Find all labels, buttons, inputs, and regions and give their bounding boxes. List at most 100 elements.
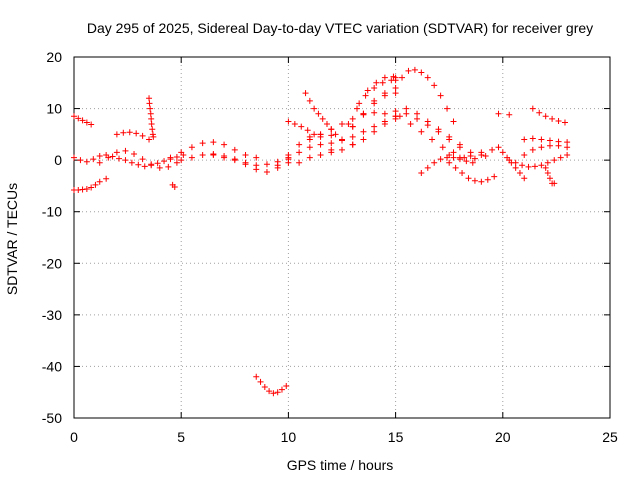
data-point <box>349 141 356 148</box>
data-point <box>88 184 95 191</box>
data-point <box>122 157 129 164</box>
data-point <box>317 141 324 148</box>
series-arc-28 <box>446 144 502 161</box>
series-arc-19 <box>345 77 399 128</box>
data-point <box>478 178 485 185</box>
data-point <box>96 159 103 166</box>
data-point <box>349 123 356 130</box>
data-point <box>242 151 249 158</box>
data-point <box>489 146 496 153</box>
series-arc-4 <box>113 129 153 143</box>
data-point <box>146 136 153 143</box>
data-point <box>381 110 388 117</box>
data-point <box>546 137 553 144</box>
data-point <box>544 159 551 166</box>
data-point <box>328 146 335 153</box>
y-tick-label: -30 <box>42 307 62 323</box>
series-arc-20 <box>356 73 399 107</box>
data-point <box>371 109 378 116</box>
data-point <box>315 110 322 117</box>
series-arc-6 <box>146 95 157 140</box>
chart-title: Day 295 of 2025, Sidereal Day-to-day VTE… <box>87 20 593 36</box>
data-point <box>231 146 238 153</box>
data-point <box>304 127 311 134</box>
data-point <box>291 121 298 128</box>
data-point <box>521 151 528 158</box>
data-point <box>435 126 442 133</box>
data-point <box>96 153 103 160</box>
y-axis-label: SDTVAR / TECUs <box>4 183 20 295</box>
data-point <box>147 110 154 117</box>
data-point <box>444 105 451 112</box>
series-arc-1 <box>71 113 95 128</box>
x-tick-label: 15 <box>388 429 404 445</box>
series-arc-27 <box>446 159 498 185</box>
data-point <box>319 115 326 122</box>
series-arc-18 <box>339 84 399 143</box>
data-point <box>71 113 77 120</box>
x-tick-label: 20 <box>495 429 511 445</box>
data-point <box>83 158 90 165</box>
y-tick-label: -10 <box>42 204 62 220</box>
data-point <box>446 151 453 158</box>
data-point <box>424 74 431 81</box>
data-point <box>536 109 543 116</box>
data-point <box>371 84 378 91</box>
data-point <box>199 140 206 147</box>
data-point <box>306 154 313 161</box>
data-point <box>403 105 410 112</box>
data-point <box>471 155 478 162</box>
data-point <box>77 157 84 164</box>
data-point <box>482 153 489 160</box>
data-point <box>253 373 260 380</box>
data-point <box>148 121 155 128</box>
data-point <box>131 150 138 157</box>
series-arc-35 <box>542 164 558 187</box>
data-point <box>178 157 185 164</box>
data-point <box>328 126 335 133</box>
data-point <box>437 156 444 163</box>
data-point <box>221 154 228 161</box>
data-point <box>381 74 388 81</box>
data-point <box>525 163 532 170</box>
y-tick-label: -40 <box>42 358 62 374</box>
series-arc-8 <box>167 139 260 161</box>
data-point <box>75 187 82 194</box>
data-point <box>71 154 77 161</box>
data-point <box>418 170 425 177</box>
data-point <box>302 90 309 97</box>
data-point <box>531 163 538 170</box>
data-point <box>465 175 472 182</box>
data-point <box>263 161 270 168</box>
series-arc-24 <box>396 113 489 162</box>
data-point <box>173 159 180 166</box>
data-point <box>381 121 388 128</box>
data-point <box>345 121 352 128</box>
data-point <box>371 97 378 104</box>
data-point <box>128 159 135 166</box>
data-point <box>544 170 551 177</box>
data-point <box>270 390 277 397</box>
series-arc-5 <box>96 147 180 171</box>
data-point <box>285 118 292 125</box>
data-point <box>396 113 403 120</box>
data-point <box>133 130 140 137</box>
data-point <box>148 115 155 122</box>
data-point <box>431 159 438 166</box>
data-point <box>79 186 86 193</box>
data-point <box>283 383 290 390</box>
data-point <box>484 176 491 183</box>
series-arc-21 <box>302 90 339 138</box>
data-point <box>564 139 571 146</box>
data-point <box>354 105 361 112</box>
data-point <box>392 84 399 91</box>
data-point <box>414 110 421 117</box>
y-tick-label: 20 <box>46 49 62 65</box>
data-point <box>459 170 466 177</box>
data-point <box>551 180 558 187</box>
data-point <box>105 154 112 161</box>
data-point <box>463 158 470 165</box>
data-point <box>122 147 129 154</box>
data-point <box>167 154 174 161</box>
